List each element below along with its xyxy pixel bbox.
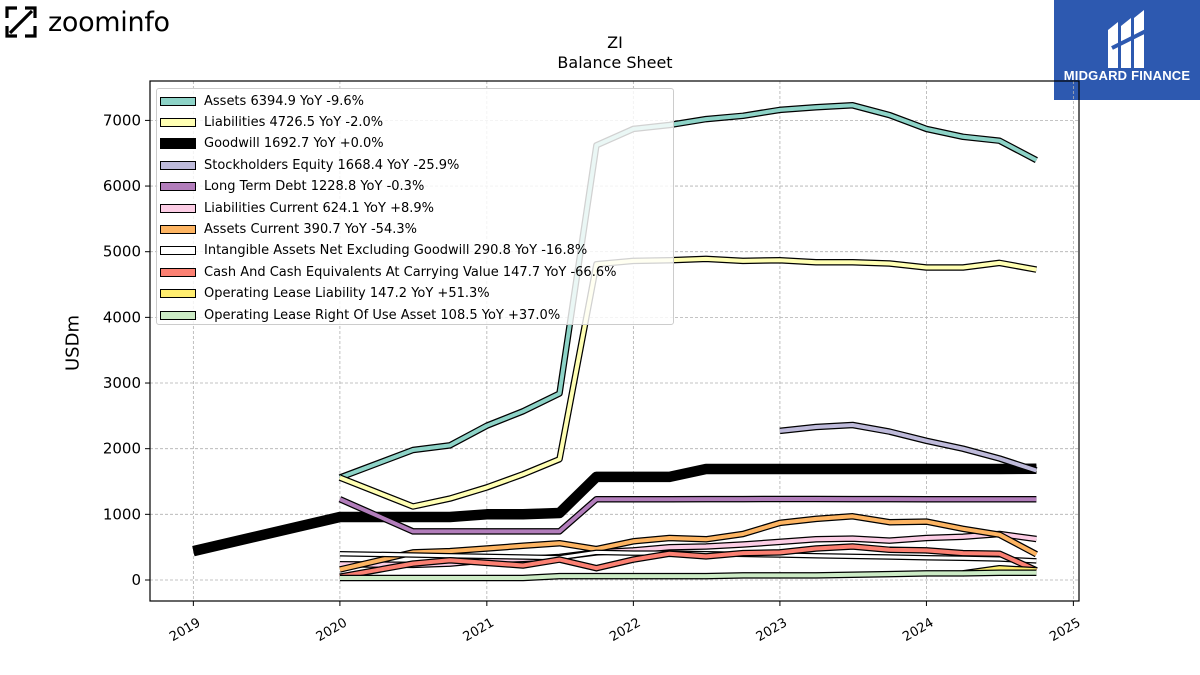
series-line-liabilities	[339, 256, 1037, 509]
legend-label: Goodwill 1692.7 YoY +0.0%	[204, 136, 384, 152]
plot-frame	[149, 80, 1080, 602]
chart-title: ZI	[607, 33, 623, 52]
y-tick-label: 5000	[103, 243, 141, 261]
legend-item: Assets Current 390.7 YoY -54.3%	[160, 219, 417, 239]
legend-swatch	[160, 160, 196, 170]
legend-label: Assets 6394.9 YoY -9.6%	[204, 93, 365, 109]
legend-label: Liabilities Current 624.1 YoY +8.9%	[204, 200, 434, 216]
legend-swatch	[160, 289, 196, 299]
zoominfo-logo: zoominfo	[4, 4, 170, 40]
legend-label: Intangible Assets Net Excluding Goodwill…	[204, 243, 588, 259]
series-line-operating-lease-right-of-use-asset	[339, 570, 1037, 580]
y-tick-label: 1000	[103, 505, 141, 523]
legend-swatch	[160, 138, 196, 150]
chart-legend: Assets 6394.9 YoY -9.6% Liabilities 4726.…	[156, 88, 674, 325]
y-tick-label: 6000	[103, 177, 141, 195]
legend-item: Cash And Cash Equivalents At Carrying Va…	[160, 262, 616, 282]
legend-item: Operating Lease Right Of Use Asset 108.5…	[160, 305, 560, 325]
legend-label: Liabilities 4726.5 YoY -2.0%	[204, 114, 384, 130]
x-tick-label: 2025	[1047, 615, 1083, 645]
legend-label: Assets Current 390.7 YoY -54.3%	[204, 221, 417, 237]
y-tick-label: 7000	[103, 111, 141, 129]
legend-label: Stockholders Equity 1668.4 YoY -25.9%	[204, 157, 460, 173]
x-tick-label: 2022	[607, 615, 643, 645]
y-tick-label: 0	[131, 571, 141, 589]
legend-swatch	[160, 182, 196, 192]
badge-label: MIDGARD FINANCE	[1063, 68, 1191, 83]
x-tick-label: 2024	[900, 615, 936, 645]
legend-item: Operating Lease Liability 147.2 YoY +51.…	[160, 284, 490, 304]
midgard-logo-icon	[1108, 10, 1149, 68]
series-line-long-term-debt	[339, 497, 1037, 534]
x-tick-label: 2021	[461, 615, 497, 645]
zoominfo-mark-icon	[5, 6, 37, 38]
legend-label: Long Term Debt 1228.8 YoY -0.3%	[204, 179, 425, 195]
y-tick-label: 3000	[103, 374, 141, 392]
legend-swatch	[160, 310, 196, 320]
legend-swatch	[160, 224, 196, 234]
legend-item: Liabilities 4726.5 YoY -2.0%	[160, 112, 383, 132]
y-tick-label: 2000	[103, 440, 141, 458]
y-tick-label: 4000	[103, 308, 141, 326]
series-line-assets	[339, 103, 1038, 480]
legend-item: Stockholders Equity 1668.4 YoY -25.9%	[160, 155, 459, 175]
series-line-goodwill	[192, 464, 1037, 555]
series-outline-stockholders-equity	[779, 421, 1038, 474]
series-line-cash-and-cash-equivalents-at-carrying-value	[339, 544, 1038, 579]
midgard-finance-badge: MIDGARD FINANCE	[1054, 0, 1200, 100]
legend-item: Intangible Assets Net Excluding Goodwill…	[160, 241, 587, 261]
legend-label: Operating Lease Right Of Use Asset 108.5…	[204, 307, 561, 323]
legend-item: Goodwill 1692.7 YoY +0.0%	[160, 134, 384, 154]
legend-swatch	[160, 246, 196, 256]
legend-item: Liabilities Current 624.1 YoY +8.9%	[160, 198, 434, 218]
series-line-stockholders-equity	[779, 423, 1038, 473]
legend-label: Cash And Cash Equivalents At Carrying Va…	[204, 264, 617, 280]
legend-swatch	[160, 96, 196, 106]
x-tick-label: 2019	[167, 615, 203, 645]
legend-item: Assets 6394.9 YoY -9.6%	[160, 91, 364, 111]
x-tick-label: 2023	[754, 615, 790, 645]
series-line-assets-current	[339, 514, 1038, 572]
brand-name: zoominfo	[48, 6, 170, 38]
legend-swatch	[160, 117, 196, 127]
legend-item: Long Term Debt 1228.8 YoY -0.3%	[160, 177, 424, 197]
legend-swatch	[160, 203, 196, 213]
x-tick-label: 2020	[314, 615, 350, 645]
chart-subtitle: Balance Sheet	[557, 53, 673, 72]
legend-label: Operating Lease Liability 147.2 YoY +51.…	[204, 286, 490, 302]
legend-swatch	[160, 267, 196, 277]
